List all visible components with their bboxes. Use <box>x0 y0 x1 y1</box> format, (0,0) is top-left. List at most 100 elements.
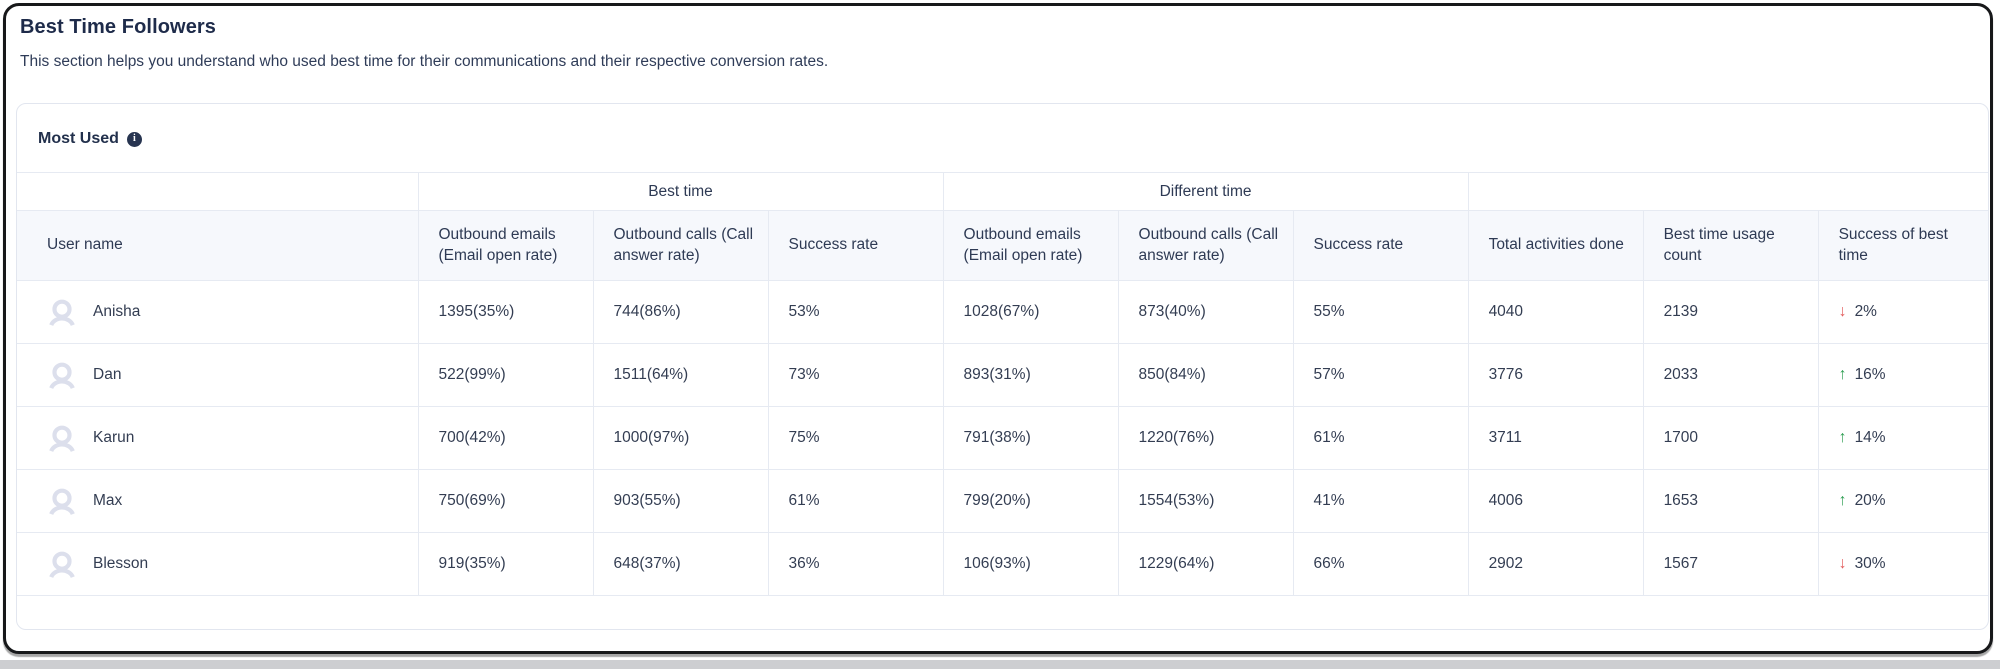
user-name: Anisha <box>93 303 141 320</box>
section-description: This section helps you understand who us… <box>20 53 829 70</box>
trend-arrow-icon: ↓ <box>1838 303 1847 320</box>
diff-emails-cell: 106(93%) <box>942 532 1119 596</box>
section-title: Best Time Followers <box>20 16 217 38</box>
best-calls-cell: 903(55%) <box>592 469 769 533</box>
success-of-best-cell: ↑ 16% <box>1817 343 1988 407</box>
column-header-best-outbound-calls: Outbound calls (Call answer rate) <box>592 210 769 281</box>
user-cell: Dan <box>17 343 419 407</box>
best-calls-cell: 744(86%) <box>592 280 769 344</box>
user-cell: Blesson <box>17 532 419 596</box>
avatar-icon <box>49 362 75 390</box>
avatar-icon <box>49 488 75 516</box>
best-success-cell: 75% <box>767 406 944 470</box>
most-used-table: Best time Different time User name Outbo… <box>17 172 1988 596</box>
column-header-row: User name Outbound emails (Email open ra… <box>17 210 1988 281</box>
total-activities-cell: 3776 <box>1467 343 1644 407</box>
table-row: Blesson 919(35%) 648(37%) 36% 106(93%) 1… <box>17 532 1988 596</box>
best-success-cell: 61% <box>767 469 944 533</box>
best-time-followers-section: Best Time Followers This section helps y… <box>3 3 1993 654</box>
best-time-usage-cell: 2033 <box>1642 343 1819 407</box>
table-row: Karun 700(42%) 1000(97%) 75% 791(38%) 12… <box>17 406 1988 470</box>
success-of-best-cell: ↓ 2% <box>1817 280 1988 344</box>
page-background-strip <box>0 660 2000 669</box>
best-emails-cell: 1395(35%) <box>417 280 594 344</box>
best-success-cell: 73% <box>767 343 944 407</box>
column-header-diff-outbound-emails: Outbound emails (Email open rate) <box>942 210 1119 281</box>
diff-calls-cell: 1220(76%) <box>1117 406 1294 470</box>
diff-emails-cell: 799(20%) <box>942 469 1119 533</box>
diff-success-cell: 66% <box>1292 532 1469 596</box>
group-header-different-time: Different time <box>942 172 1469 211</box>
best-calls-cell: 648(37%) <box>592 532 769 596</box>
diff-emails-cell: 893(31%) <box>942 343 1119 407</box>
column-header-user-name: User name <box>17 210 419 281</box>
trend-arrow-icon: ↑ <box>1838 366 1847 383</box>
diff-calls-cell: 873(40%) <box>1117 280 1294 344</box>
trend-value: 30% <box>1854 555 1886 572</box>
avatar-icon <box>49 425 75 453</box>
table-row: Dan 522(99%) 1511(64%) 73% 893(31%) 850(… <box>17 343 1988 407</box>
best-time-usage-cell: 1700 <box>1642 406 1819 470</box>
total-activities-cell: 3711 <box>1467 406 1644 470</box>
column-header-total-activities: Total activities done <box>1467 210 1644 281</box>
best-calls-cell: 1511(64%) <box>592 343 769 407</box>
trend-value: 14% <box>1854 429 1886 446</box>
column-header-best-success-rate: Success rate <box>767 210 944 281</box>
column-header-diff-success-rate: Success rate <box>1292 210 1469 281</box>
user-cell: Karun <box>17 406 419 470</box>
total-activities-cell: 2902 <box>1467 532 1644 596</box>
column-header-success-of-best: Success of best time <box>1817 210 1988 281</box>
trend-arrow-icon: ↓ <box>1838 555 1847 572</box>
diff-calls-cell: 1229(64%) <box>1117 532 1294 596</box>
diff-success-cell: 41% <box>1292 469 1469 533</box>
best-calls-cell: 1000(97%) <box>592 406 769 470</box>
best-emails-cell: 522(99%) <box>417 343 594 407</box>
group-header-best-time: Best time <box>417 172 944 211</box>
best-emails-cell: 700(42%) <box>417 406 594 470</box>
column-header-best-outbound-emails: Outbound emails (Email open rate) <box>417 210 594 281</box>
trend-value: 16% <box>1854 366 1886 383</box>
column-header-best-time-usage: Best time usage count <box>1642 210 1819 281</box>
user-cell: Anisha <box>17 280 419 344</box>
best-success-cell: 36% <box>767 532 944 596</box>
avatar-icon <box>49 299 75 327</box>
best-emails-cell: 919(35%) <box>417 532 594 596</box>
diff-success-cell: 57% <box>1292 343 1469 407</box>
success-of-best-cell: ↓ 30% <box>1817 532 1988 596</box>
diff-emails-cell: 791(38%) <box>942 406 1119 470</box>
diff-emails-cell: 1028(67%) <box>942 280 1119 344</box>
card-title: Most Used <box>38 130 119 147</box>
table-row: Anisha 1395(35%) 744(86%) 53% 1028(67%) … <box>17 280 1988 344</box>
best-success-cell: 53% <box>767 280 944 344</box>
trend-arrow-icon: ↑ <box>1838 429 1847 446</box>
user-name: Blesson <box>93 555 149 572</box>
diff-success-cell: 55% <box>1292 280 1469 344</box>
card-header: Most Used i <box>17 104 1988 172</box>
best-time-usage-cell: 1653 <box>1642 469 1819 533</box>
trend-value: 20% <box>1854 492 1886 509</box>
user-cell: Max <box>17 469 419 533</box>
diff-calls-cell: 850(84%) <box>1117 343 1294 407</box>
best-time-usage-cell: 1567 <box>1642 532 1819 596</box>
user-name: Max <box>93 492 123 509</box>
user-name: Dan <box>93 366 122 383</box>
trend-arrow-icon: ↑ <box>1838 492 1847 509</box>
trend-value: 2% <box>1854 303 1877 320</box>
success-of-best-cell: ↑ 20% <box>1817 469 1988 533</box>
group-header-empty <box>1468 172 1988 211</box>
best-time-usage-cell: 2139 <box>1642 280 1819 344</box>
diff-success-cell: 61% <box>1292 406 1469 470</box>
column-header-diff-outbound-calls: Outbound calls (Call answer rate) <box>1117 210 1294 281</box>
most-used-card: Most Used i Best time Different time Use… <box>16 103 1989 630</box>
total-activities-cell: 4006 <box>1467 469 1644 533</box>
success-of-best-cell: ↑ 14% <box>1817 406 1988 470</box>
table-row: Max 750(69%) 903(55%) 61% 799(20%) 1554(… <box>17 469 1988 533</box>
group-header-empty <box>17 172 419 211</box>
user-name: Karun <box>93 429 135 446</box>
info-icon[interactable]: i <box>126 131 142 147</box>
diff-calls-cell: 1554(53%) <box>1117 469 1294 533</box>
group-header-row: Best time Different time <box>17 172 1988 211</box>
best-emails-cell: 750(69%) <box>417 469 594 533</box>
avatar-icon <box>49 551 75 579</box>
total-activities-cell: 4040 <box>1467 280 1644 344</box>
